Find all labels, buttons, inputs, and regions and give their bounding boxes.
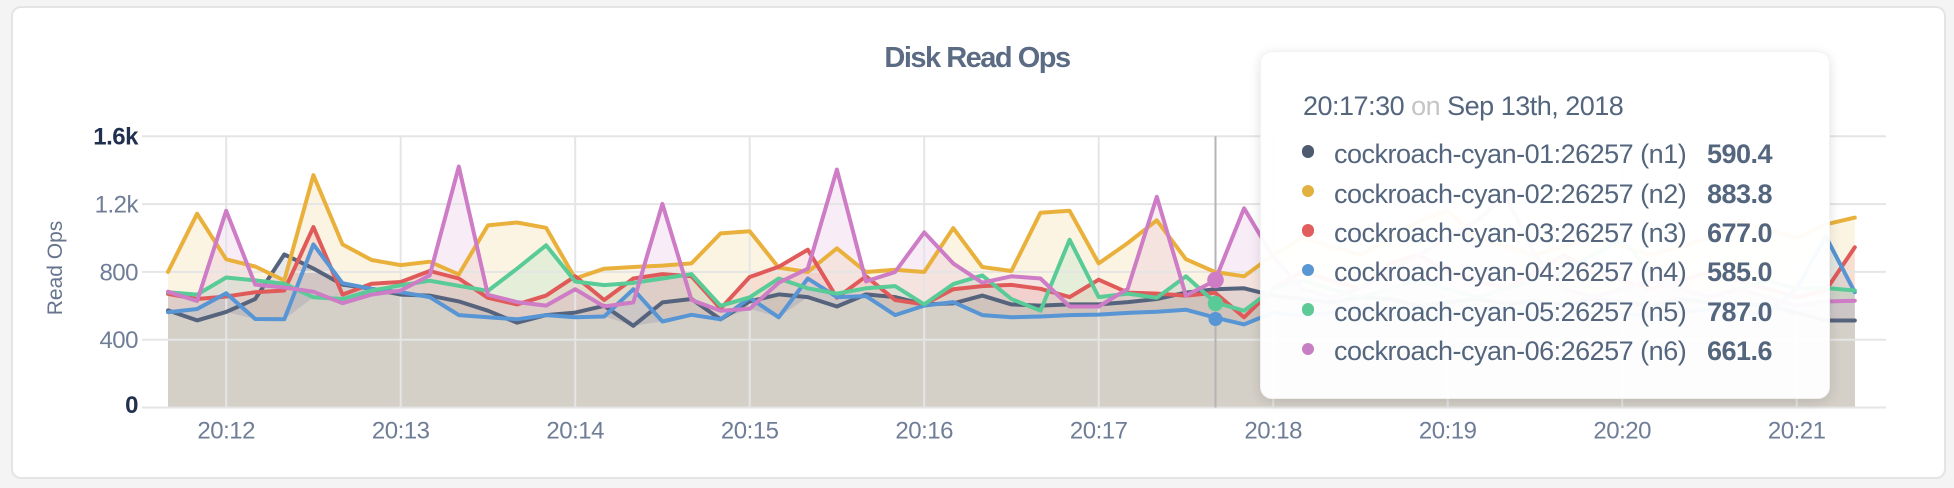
svg-text:400: 400 [99, 327, 138, 354]
svg-text:800: 800 [99, 259, 138, 286]
svg-text:20:17: 20:17 [1070, 418, 1128, 445]
svg-text:1.2k: 1.2k [95, 192, 140, 219]
svg-text:20:14: 20:14 [546, 418, 604, 445]
svg-text:0: 0 [125, 392, 138, 419]
svg-text:20:13: 20:13 [372, 418, 430, 445]
svg-text:20:16: 20:16 [895, 418, 953, 445]
svg-text:20:15: 20:15 [721, 418, 779, 445]
svg-text:1.6k: 1.6k [93, 124, 139, 151]
svg-text:20:18: 20:18 [1244, 418, 1302, 445]
svg-text:20:20: 20:20 [1593, 418, 1651, 445]
svg-text:20:19: 20:19 [1419, 418, 1477, 445]
svg-text:20:21: 20:21 [1768, 418, 1826, 445]
svg-text:20:12: 20:12 [197, 418, 255, 445]
svg-text:Read Ops: Read Ops [44, 221, 67, 316]
